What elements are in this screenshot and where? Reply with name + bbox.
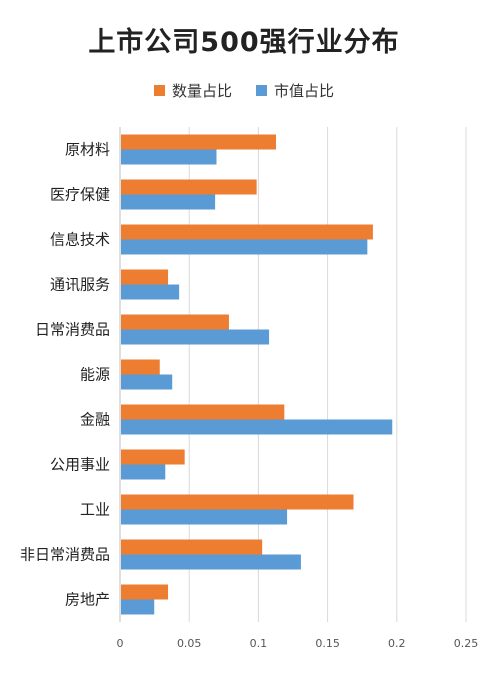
chart-legend: 数量占比 市值占比 [0,80,488,101]
bar-marketcap-share [121,509,288,525]
category-label: 医疗保健 [50,186,110,204]
category-label: 原材料 [65,141,110,159]
bar-count-share [121,449,185,465]
bar-count-share [121,134,277,150]
legend-label-count: 数量占比 [171,82,232,100]
legend-item-count: 数量占比 [153,80,232,101]
chart-title: 上市公司500强行业分布 [88,27,400,58]
x-tick-label: 0.1 [250,637,268,650]
bar-count-share [121,584,169,600]
bar-marketcap-share [121,284,180,300]
category-label: 通讯服务 [50,276,110,294]
bar-count-share [121,269,169,285]
category-label: 金融 [80,411,110,429]
bar-marketcap-share [121,194,216,210]
legend-swatch-marketcap [256,85,267,96]
bar-marketcap-share [121,149,217,165]
bar-count-share [121,539,263,555]
bar-marketcap-share [121,374,173,390]
category-label: 非日常消费品 [20,546,110,564]
bar-marketcap-share [121,599,155,615]
bar-count-share [121,179,257,195]
category-label: 能源 [80,366,110,384]
bar-marketcap-share [121,239,368,255]
x-tick-label: 0.05 [177,637,202,650]
x-tick-label: 0.15 [315,637,340,650]
category-label: 日常消费品 [35,321,110,339]
legend-label-marketcap: 市值占比 [274,82,335,100]
category-label: 公用事业 [50,456,110,474]
bar-marketcap-share [121,464,166,480]
x-tick-label: 0.2 [388,637,406,650]
x-tick-label: 0 [117,637,124,650]
bar-marketcap-share [121,554,301,570]
x-tick-label: 0.25 [454,637,479,650]
bar-count-share [121,494,354,510]
category-label: 房地产 [65,591,110,609]
category-label: 工业 [80,501,110,519]
bar-count-share [121,404,285,420]
bar-marketcap-share [121,329,270,345]
bar-count-share [121,224,373,240]
bar-count-share [121,359,160,375]
bar-marketcap-share [121,419,393,435]
bar-count-share [121,314,229,330]
legend-swatch-count [153,85,165,96]
legend-item-marketcap: 市值占比 [256,80,334,101]
category-label: 信息技术 [50,231,110,249]
